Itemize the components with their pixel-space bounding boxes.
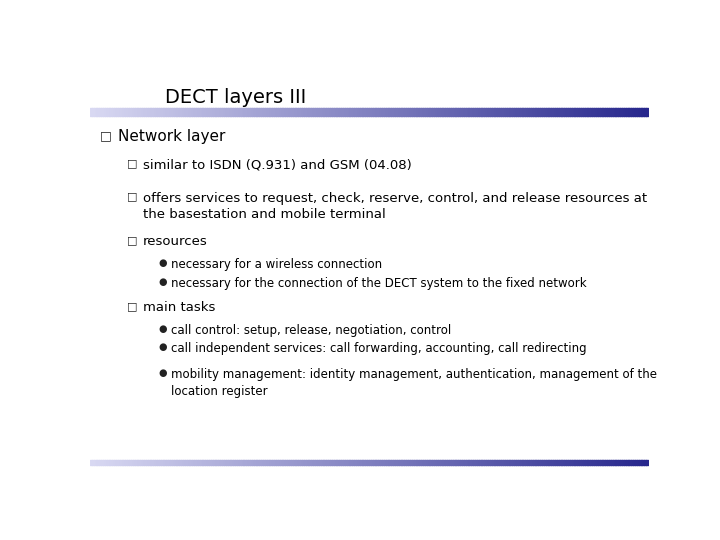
Text: similar to ISDN (Q.931) and GSM (04.08): similar to ISDN (Q.931) and GSM (04.08) bbox=[143, 158, 412, 171]
Text: call control: setup, release, negotiation, control: call control: setup, release, negotiatio… bbox=[171, 324, 451, 338]
Text: call independent services: call forwarding, accounting, call redirecting: call independent services: call forwardi… bbox=[171, 342, 587, 355]
Text: ●: ● bbox=[158, 342, 166, 352]
Text: ●: ● bbox=[158, 368, 166, 379]
Text: □: □ bbox=[127, 301, 138, 311]
Text: main tasks: main tasks bbox=[143, 301, 215, 314]
Text: mobility management: identity management, authentication, management of the
loca: mobility management: identity management… bbox=[171, 368, 657, 398]
Text: DECT layers III: DECT layers III bbox=[166, 87, 307, 107]
Text: necessary for the connection of the DECT system to the fixed network: necessary for the connection of the DECT… bbox=[171, 277, 587, 290]
Text: offers services to request, check, reserve, control, and release resources at
th: offers services to request, check, reser… bbox=[143, 192, 647, 221]
Text: □: □ bbox=[127, 235, 138, 245]
Text: ●: ● bbox=[158, 324, 166, 334]
Text: Network layer: Network layer bbox=[118, 129, 225, 144]
Text: necessary for a wireless connection: necessary for a wireless connection bbox=[171, 258, 382, 271]
Text: ●: ● bbox=[158, 258, 166, 268]
Text: □: □ bbox=[127, 192, 138, 201]
Text: resources: resources bbox=[143, 235, 208, 248]
Text: □: □ bbox=[127, 158, 138, 168]
Text: ●: ● bbox=[158, 277, 166, 287]
Text: □: □ bbox=[100, 129, 112, 142]
